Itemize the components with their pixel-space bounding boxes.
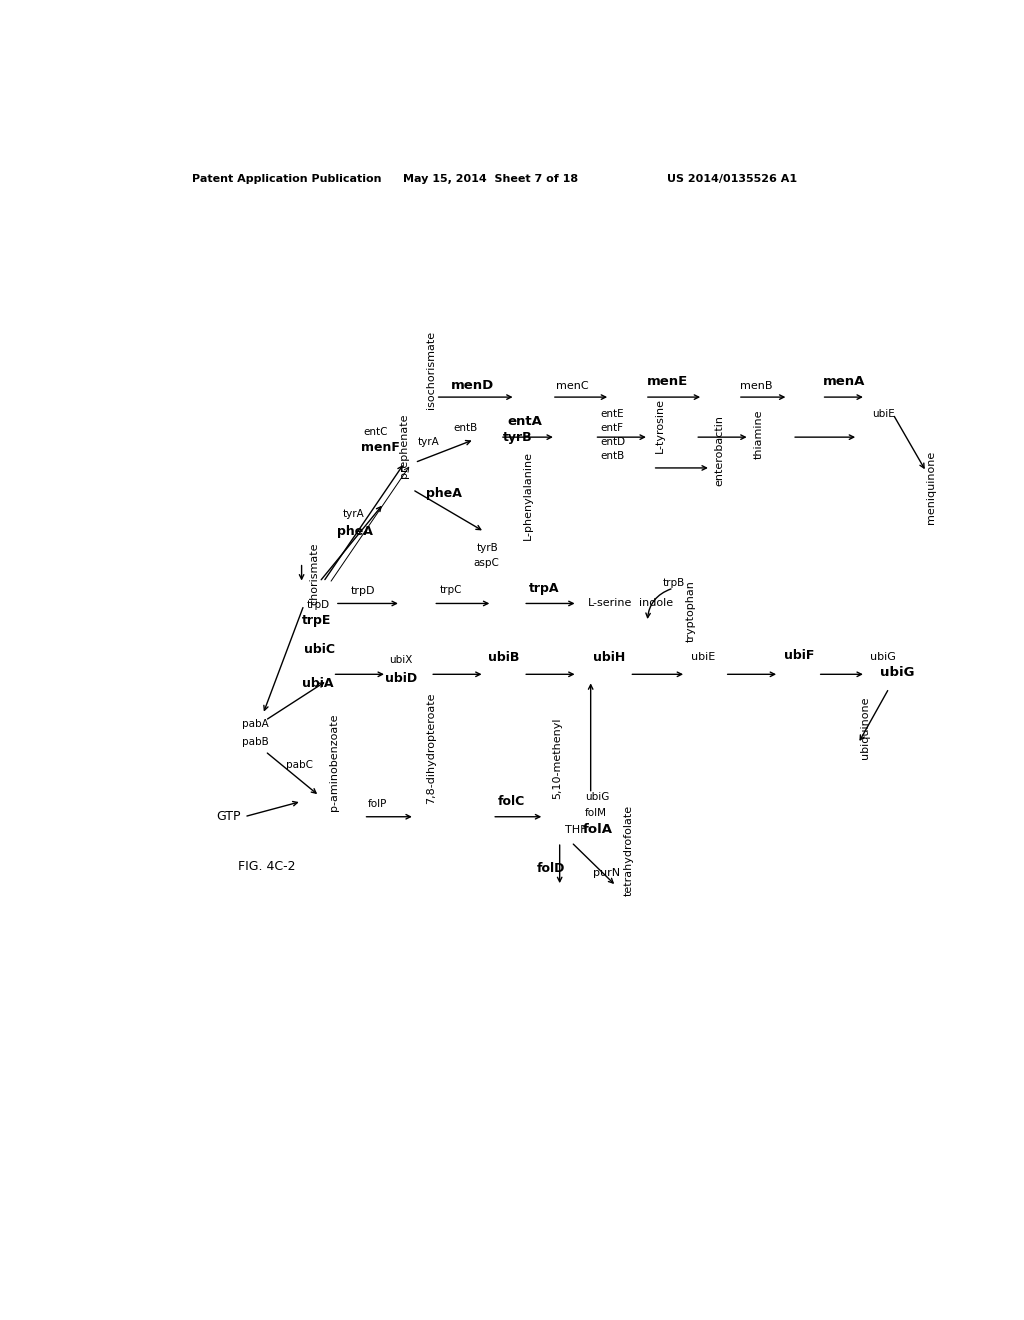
Text: tyrB: tyrB bbox=[503, 430, 532, 444]
Text: trpA: trpA bbox=[528, 582, 559, 594]
Text: chorismate: chorismate bbox=[309, 543, 319, 605]
Text: pheA: pheA bbox=[426, 487, 462, 500]
Text: thiamine: thiamine bbox=[754, 409, 764, 459]
Text: ubiG: ubiG bbox=[880, 667, 914, 680]
Text: ubiF: ubiF bbox=[784, 648, 815, 661]
Text: FIG. 4C-2: FIG. 4C-2 bbox=[238, 861, 296, 874]
Text: pabC: pabC bbox=[286, 760, 313, 770]
Text: indole: indole bbox=[640, 598, 674, 609]
Text: pabA: pabA bbox=[242, 719, 268, 730]
Text: folP: folP bbox=[369, 799, 388, 809]
Text: ubiD: ubiD bbox=[385, 672, 418, 685]
Text: L-tyrosine: L-tyrosine bbox=[655, 397, 665, 453]
Text: folD: folD bbox=[537, 862, 565, 875]
Text: ubiquinone: ubiquinone bbox=[859, 697, 869, 759]
Text: 5,10-methenyl: 5,10-methenyl bbox=[552, 718, 562, 799]
Text: pheA: pheA bbox=[337, 525, 373, 539]
Text: GTP: GTP bbox=[216, 810, 241, 824]
Text: tetrahydrofolate: tetrahydrofolate bbox=[624, 805, 634, 896]
Text: L-phenylalanine: L-phenylalanine bbox=[523, 450, 534, 540]
Text: folC: folC bbox=[498, 795, 525, 808]
Text: 7,8-dihydropteroate: 7,8-dihydropteroate bbox=[426, 692, 435, 804]
Text: entC: entC bbox=[364, 426, 388, 437]
Text: menF: menF bbox=[360, 441, 399, 454]
Text: Patent Application Publication: Patent Application Publication bbox=[191, 174, 381, 185]
Text: THF: THF bbox=[565, 825, 587, 834]
Text: May 15, 2014  Sheet 7 of 18: May 15, 2014 Sheet 7 of 18 bbox=[403, 174, 579, 185]
Text: folA: folA bbox=[583, 824, 613, 837]
Text: ubiB: ubiB bbox=[487, 651, 519, 664]
Text: entA: entA bbox=[508, 416, 543, 428]
Text: pabB: pabB bbox=[242, 737, 268, 747]
Text: aspC: aspC bbox=[474, 557, 500, 568]
Text: trpD: trpD bbox=[306, 601, 330, 610]
Text: menE: menE bbox=[646, 375, 688, 388]
Text: ubiE: ubiE bbox=[872, 409, 895, 418]
Text: ubiG: ubiG bbox=[586, 792, 609, 803]
Text: trpB: trpB bbox=[663, 578, 685, 589]
Text: tryptophan: tryptophan bbox=[686, 579, 696, 642]
Text: entE: entE bbox=[601, 409, 625, 418]
Text: ubiC: ubiC bbox=[304, 643, 335, 656]
Text: menB: menB bbox=[740, 380, 773, 391]
Text: prephenate: prephenate bbox=[399, 413, 410, 478]
Text: trpE: trpE bbox=[302, 614, 332, 627]
Text: tyrA: tyrA bbox=[418, 437, 439, 446]
Text: menA: menA bbox=[823, 375, 865, 388]
Text: entD: entD bbox=[601, 437, 626, 446]
Text: ubiX: ubiX bbox=[389, 656, 413, 665]
Text: entB: entB bbox=[601, 450, 625, 461]
Text: enterobactin: enterobactin bbox=[715, 414, 725, 486]
Text: trpC: trpC bbox=[439, 585, 462, 594]
Text: folM: folM bbox=[586, 808, 607, 818]
Text: isochorismate: isochorismate bbox=[426, 330, 435, 409]
Text: US 2014/0135526 A1: US 2014/0135526 A1 bbox=[667, 174, 797, 185]
Text: ubiH: ubiH bbox=[593, 651, 626, 664]
Text: ubiA: ubiA bbox=[302, 677, 333, 690]
Text: entF: entF bbox=[601, 422, 624, 433]
Text: menC: menC bbox=[556, 380, 589, 391]
Text: ubiG: ubiG bbox=[869, 652, 896, 663]
Text: entB: entB bbox=[454, 422, 478, 433]
Text: meniquinone: meniquinone bbox=[927, 451, 936, 524]
Text: ubiE: ubiE bbox=[691, 652, 716, 663]
Text: p-aminobenzoate: p-aminobenzoate bbox=[330, 714, 340, 812]
Text: trpD: trpD bbox=[350, 586, 375, 597]
Text: menD: menD bbox=[452, 379, 495, 392]
Text: L-serine: L-serine bbox=[589, 598, 633, 609]
Text: purN: purN bbox=[593, 869, 621, 878]
Text: tyrB: tyrB bbox=[477, 543, 499, 553]
Text: tyrA: tyrA bbox=[343, 510, 365, 519]
